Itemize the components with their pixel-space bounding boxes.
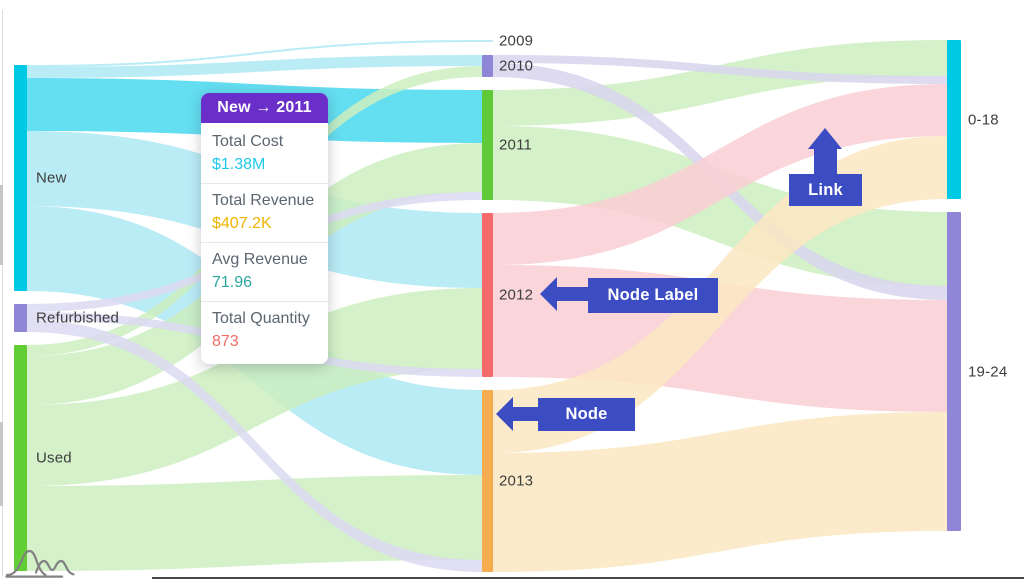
tooltip-row: Avg Revenue 71.96	[201, 242, 328, 292]
sankey-link-2013-0-18[interactable]	[493, 136, 947, 453]
node-label-0-18: 0-18	[968, 111, 999, 128]
tooltip-row-label: Total Revenue	[212, 192, 315, 209]
annotation-node-label-arrow-icon	[540, 277, 557, 311]
sankey-link-2010-0-18[interactable]	[493, 55, 947, 84]
tooltip: New → 2011 Total Cost $1.38M Total Reven…	[201, 93, 328, 364]
annotation-node-label-box: Node	[538, 398, 635, 431]
sankey-link-new-2010[interactable]	[27, 55, 482, 78]
sankey-nodes-layer	[14, 40, 961, 572]
node-label-19-24: 19-24	[968, 363, 1008, 380]
sankey-link-used-2012[interactable]	[27, 288, 482, 486]
sankey-link-used-2013[interactable]	[27, 475, 482, 571]
sankey-node-new[interactable]	[14, 65, 27, 291]
sankey-link-2011-19-24[interactable]	[493, 126, 947, 286]
tooltip-row: Total Revenue $407.2K	[201, 183, 328, 233]
node-label-new: New	[36, 169, 67, 187]
page-edge-bottom-line	[152, 577, 1024, 579]
tooltip-row: Total Quantity 873	[201, 301, 328, 351]
tooltip-title: New → 2011	[201, 93, 328, 123]
tooltip-row-label: Total Cost	[212, 133, 284, 150]
sankey-node-19-24[interactable]	[947, 212, 961, 531]
node-label-2013: 2013	[499, 472, 534, 490]
annotation-node-arrow-shaft	[512, 407, 539, 421]
tooltip-body: Total Cost $1.38M Total Revenue $407.2K …	[201, 123, 328, 364]
sankey-node-refurbished[interactable]	[14, 304, 27, 332]
sankey-link-2013-19-24[interactable]	[493, 412, 947, 572]
tooltip-row-value: $1.38M	[212, 156, 266, 173]
node-label-2010: 2010	[499, 57, 534, 75]
page-edge-left-line	[2, 10, 3, 576]
sankey-link-refurbished-2013[interactable]	[27, 320, 482, 572]
sankey-node-used[interactable]	[14, 345, 27, 571]
sankey-node-2009[interactable]	[482, 40, 493, 42]
sankey-link-2011-0-18[interactable]	[493, 40, 947, 126]
annotation-link-label: Link	[789, 174, 862, 206]
sankey-node-0-18[interactable]	[947, 40, 961, 199]
annotation-node-label-arrow-shaft	[556, 287, 589, 301]
tooltip-row-value: $407.2K	[212, 215, 272, 232]
annotation-node-label-label: Node Label	[588, 278, 718, 313]
node-label-2009: 2009	[499, 32, 534, 50]
page-edge-left-segment	[0, 185, 3, 265]
tooltip-row-label: Avg Revenue	[212, 251, 308, 268]
tooltip-row: Total Cost $1.38M	[201, 133, 328, 174]
node-label-used: Used	[36, 449, 72, 467]
annotation-node-arrow-icon	[496, 397, 513, 431]
node-label-2011: 2011	[499, 136, 533, 154]
sankey-node-2012[interactable]	[482, 213, 493, 377]
sankey-node-2010[interactable]	[482, 55, 493, 77]
tooltip-row-value: 71.96	[212, 274, 253, 291]
sankey-link-new-2009[interactable]	[27, 40, 482, 67]
sankey-node-2013[interactable]	[482, 390, 493, 572]
tooltip-row-label: Total Quantity	[212, 310, 310, 327]
node-label-2012: 2012	[499, 286, 534, 304]
page-edge-left-segment	[0, 422, 3, 506]
sankey-node-2011[interactable]	[482, 90, 493, 200]
annotation-link-arrow-icon	[808, 128, 842, 149]
tooltip-row-value: 873	[212, 333, 239, 350]
zoomcharts-logo-icon	[5, 549, 75, 578]
annotation-link-arrow-shaft	[814, 148, 837, 175]
node-label-refurbished: Refurbished	[36, 309, 120, 327]
